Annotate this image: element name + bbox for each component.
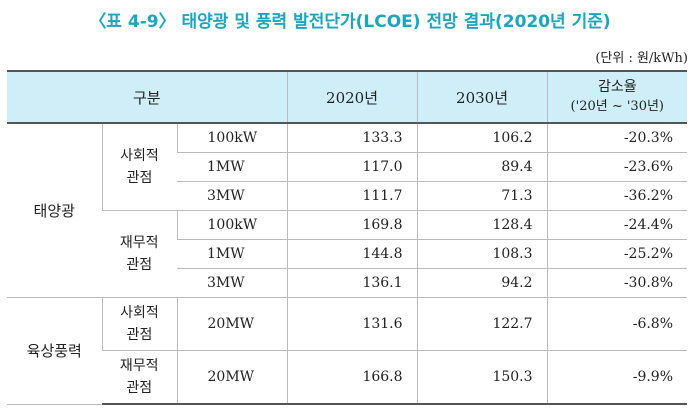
view-financial: 재무적 관점 <box>102 350 177 405</box>
table-row: 재무적 관점 100kW 169.8 128.4 -24.4% <box>7 210 688 298</box>
header-2030: 2030년 <box>416 70 548 124</box>
header-rate-label: 감소율 <box>597 79 637 95</box>
view-financial: 재무적 관점 <box>102 210 177 298</box>
value-2030-cell: 150.3 <box>416 350 548 405</box>
table-row: 1MW 117.0 89.4 -23.6% <box>7 152 688 182</box>
value-2020-cell: 117.0 <box>286 152 418 182</box>
value-2020-cell: 166.8 <box>286 350 418 405</box>
rate-cell: -20.3% <box>546 123 688 153</box>
value-2030-cell: 122.7 <box>416 297 548 351</box>
capacity-cell: 3MW <box>177 181 288 211</box>
table-row: 육상풍력 사회적 관점 20MW 131.6 122.7 -6.8% <box>7 297 688 405</box>
value-2030-cell: 71.3 <box>416 181 548 211</box>
capacity-cell: 20MW <box>176 297 288 351</box>
header-category: 구분 <box>7 70 288 124</box>
value-2030-cell: 108.3 <box>416 239 548 269</box>
view-social: 사회적 관점 <box>101 123 177 211</box>
capacity-cell: 3MW <box>177 268 288 298</box>
capacity-cell: 100kW <box>176 123 288 153</box>
header-row: 구분 2020년 2030년 감소율 ('20년 ~ '30년) <box>7 70 688 124</box>
capacity-cell: 20MW <box>176 350 288 405</box>
view-social: 사회적 관점 <box>101 297 177 351</box>
value-2020-cell: 169.8 <box>286 210 418 240</box>
rate-cell: -30.8% <box>546 268 688 298</box>
header-rate: 감소율 ('20년 ~ '30년) <box>546 70 688 124</box>
value-2020-cell: 144.8 <box>286 239 418 269</box>
table-row: 재무적 관점 20MW 166.8 150.3 -9.9% <box>7 350 688 405</box>
capacity-cell: 100kW <box>176 210 288 240</box>
value-2030-cell: 106.2 <box>416 123 548 153</box>
table-row: 3MW 111.7 71.3 -36.2% <box>7 181 688 211</box>
unit-note: (단위 : 원/kWh) <box>595 51 688 66</box>
table-body: 태양광 사회적 관점 100kW 133.3 106.2 -20.3% 1MW … <box>7 123 688 405</box>
header-rate-period: ('20년 ~ '30년) <box>570 99 664 114</box>
value-2030-cell: 94.2 <box>416 268 548 298</box>
value-2020-cell: 131.6 <box>286 297 418 351</box>
table-title: 〈표 4-9〉 태양광 및 풍력 발전단가(LCOE) 전망 결과(2020년 … <box>89 12 611 32</box>
value-2020-cell: 133.3 <box>286 123 418 153</box>
rate-cell: -24.4% <box>546 210 688 240</box>
rate-cell: -25.2% <box>546 239 688 269</box>
table-row: 3MW 136.1 94.2 -30.8% <box>7 268 688 298</box>
lcoe-table: 구분 2020년 2030년 감소율 ('20년 ~ '30년) 태양광 사회적… <box>7 70 688 405</box>
rate-cell: -6.8% <box>546 297 688 351</box>
group-onshore-wind: 육상풍력 <box>7 297 102 405</box>
table-row: 1MW 144.8 108.3 -25.2% <box>7 239 688 269</box>
rate-cell: -9.9% <box>546 350 688 405</box>
rate-cell: -23.6% <box>546 152 688 182</box>
group-solar: 태양광 <box>7 123 102 298</box>
header-2020: 2020년 <box>286 70 418 124</box>
capacity-cell: 1MW <box>177 152 288 182</box>
value-2030-cell: 128.4 <box>416 210 548 240</box>
rate-cell: -36.2% <box>546 181 688 211</box>
table-row: 태양광 사회적 관점 100kW 133.3 106.2 -20.3% <box>7 123 688 298</box>
value-2030-cell: 89.4 <box>416 152 548 182</box>
value-2020-cell: 111.7 <box>286 181 418 211</box>
value-2020-cell: 136.1 <box>286 268 418 298</box>
capacity-cell: 1MW <box>177 239 288 269</box>
